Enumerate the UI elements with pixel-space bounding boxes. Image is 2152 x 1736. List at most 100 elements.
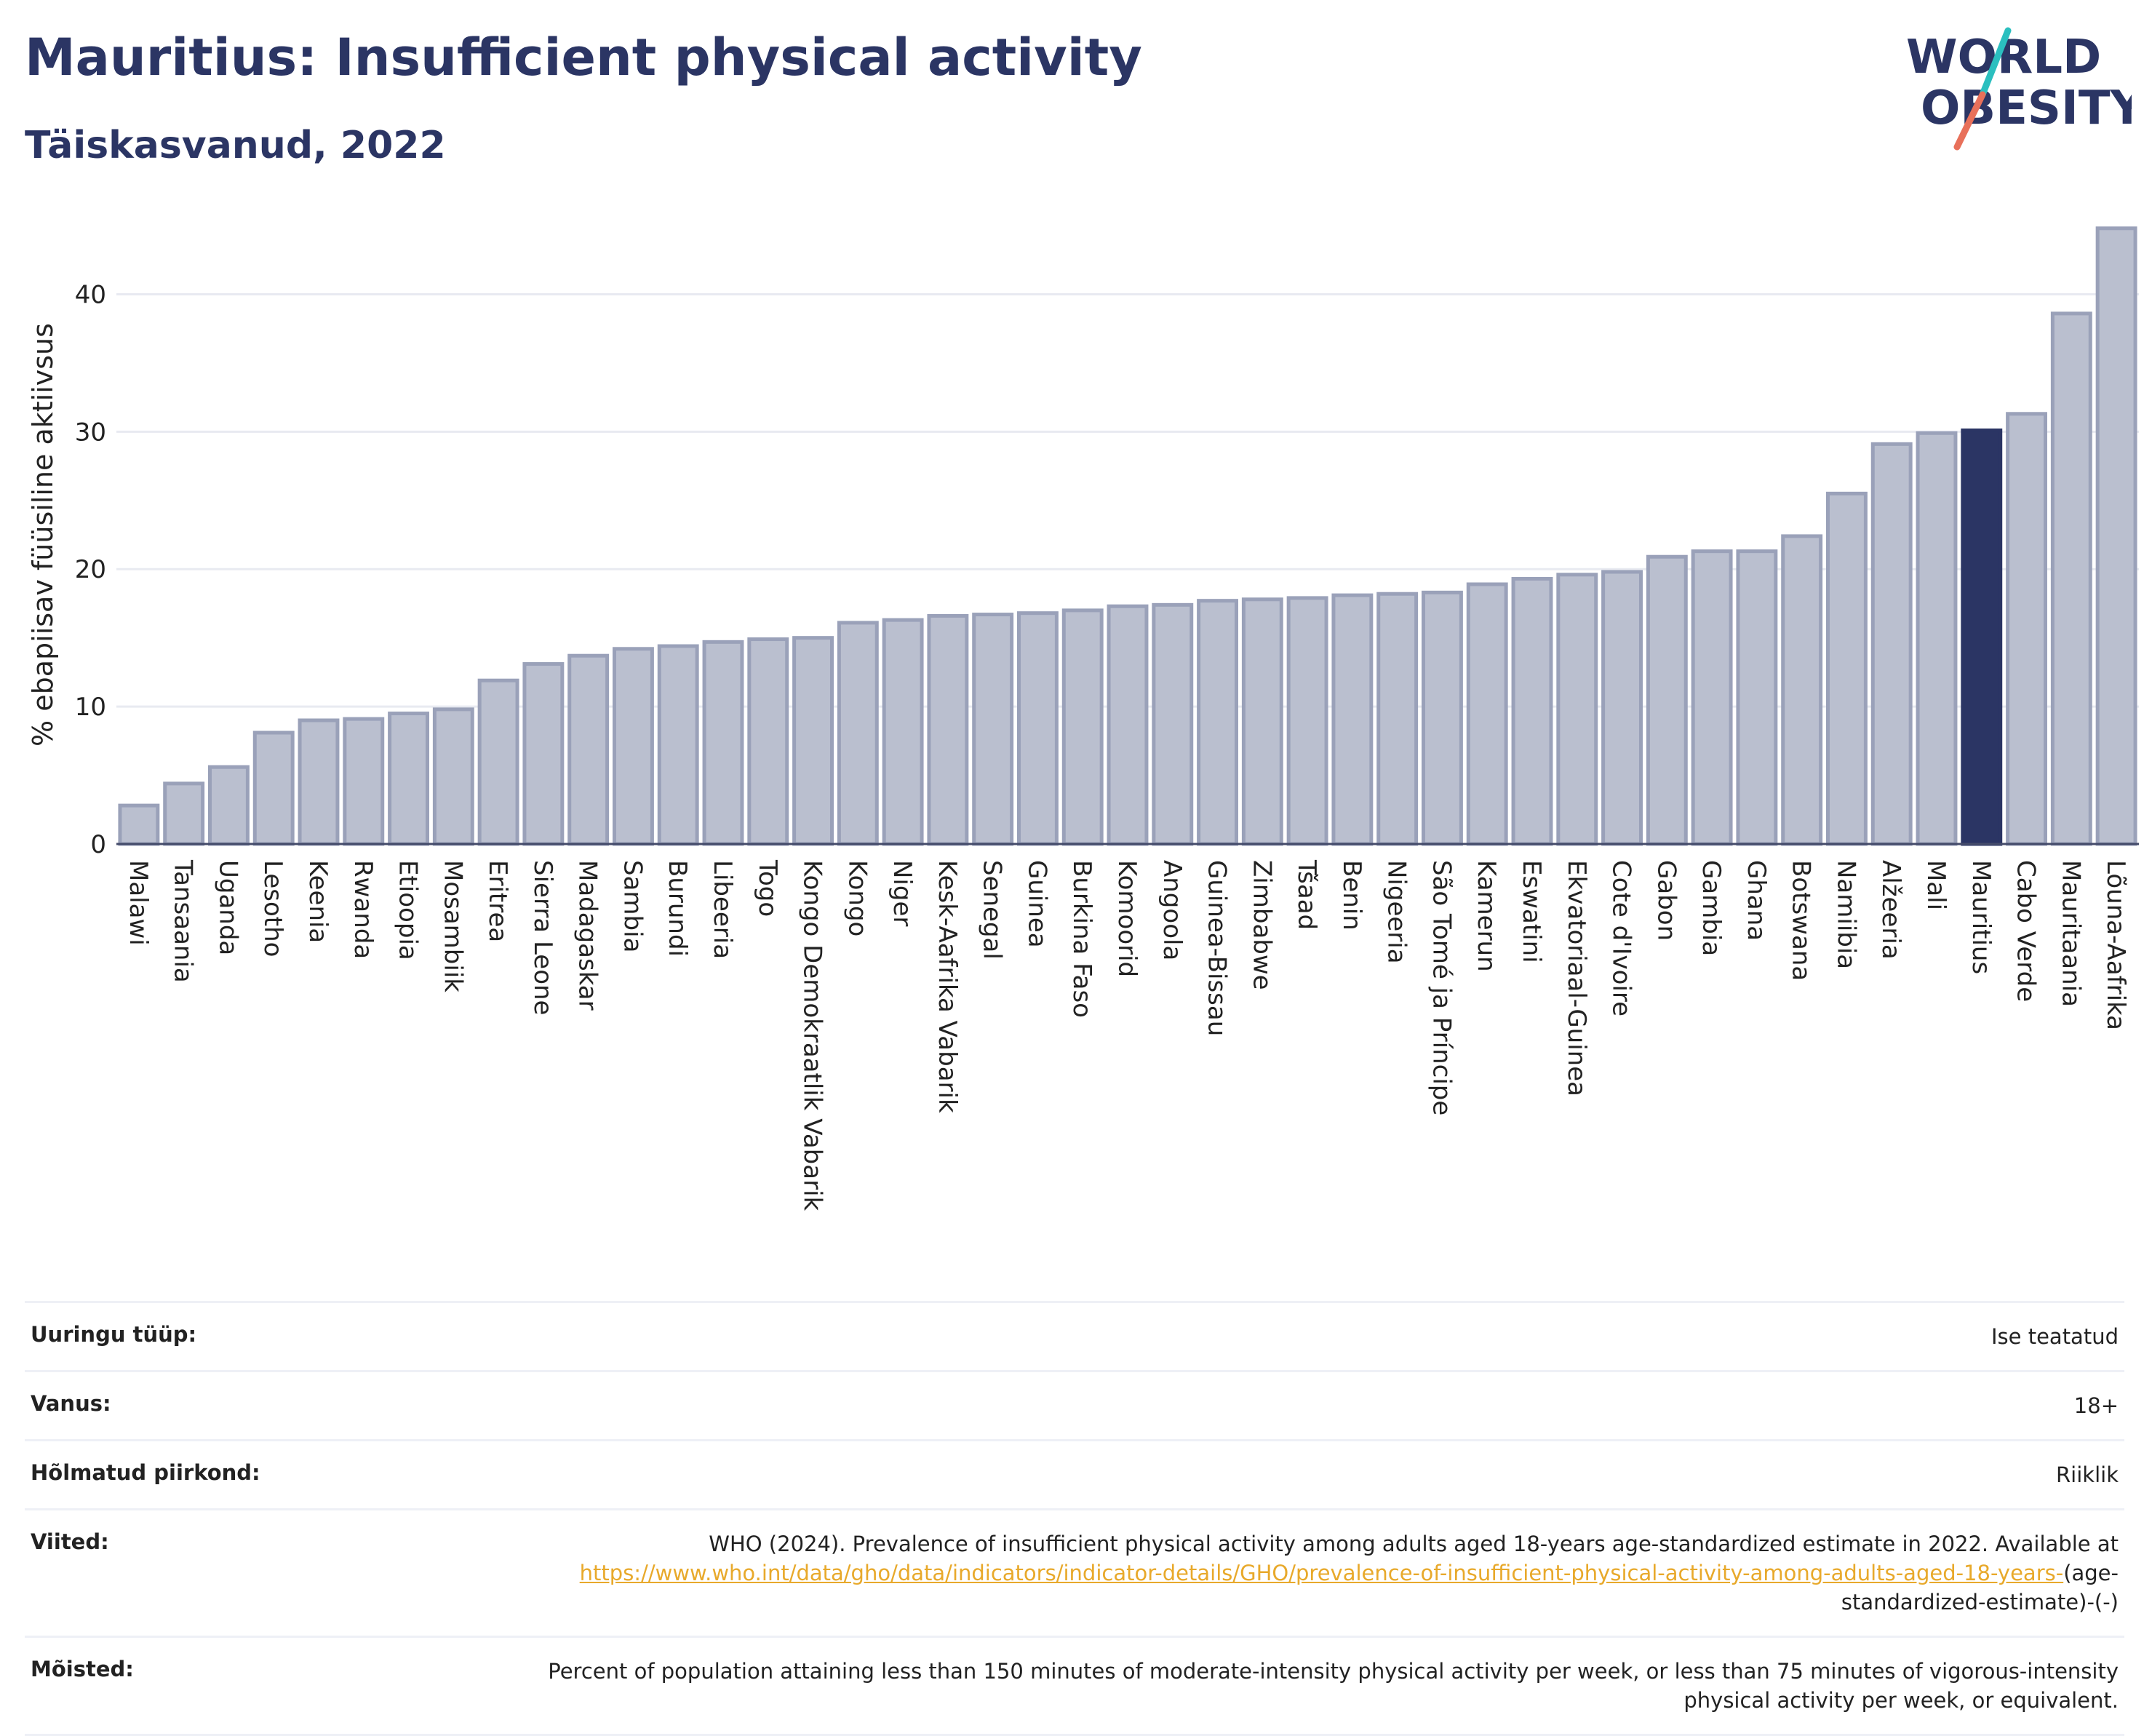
info-row-survey-type: Uuringu tüüp: Ise teatatud — [25, 1301, 2124, 1370]
bar-sierra-leone — [522, 662, 565, 846]
x-tick-label: Mosambiik — [438, 860, 467, 992]
bar-burundi — [657, 644, 699, 846]
info-table: Uuringu tüüp: Ise teatatud Vanus: 18+ Hõ… — [25, 1301, 2124, 1736]
info-value: Percent of population attaining less tha… — [548, 1659, 2119, 1713]
bar-kongo-demokraatlik-vabarik — [792, 636, 834, 846]
bar-burkina-faso — [1061, 608, 1104, 846]
bar-madagaskar — [567, 653, 610, 846]
x-tick-label: Nigeeria — [1382, 860, 1411, 964]
x-tick-label: Etioopia — [394, 860, 423, 960]
bar-kesk-aafrika-vabarik — [927, 613, 969, 846]
info-key: Vanus: — [31, 1391, 111, 1416]
x-tick-label: Cabo Verde — [2012, 860, 2041, 1002]
x-tick-label: Eswatini — [1517, 860, 1546, 963]
x-tick-label: Malawi — [124, 860, 153, 946]
x-tick-label: Keenia — [303, 860, 332, 943]
reference-link[interactable]: https://www.who.int/data/gho/data/indica… — [579, 1561, 2064, 1585]
bar-mali — [1916, 431, 1958, 846]
x-tick-label: Burkina Faso — [1067, 860, 1096, 1018]
bar-libeeria — [702, 640, 744, 846]
x-tick-label: Sierra Leone — [528, 860, 557, 1015]
x-tick-label: Kesk-Aafrika Vabarik — [933, 860, 962, 1113]
x-tick-label: Guinea — [1022, 860, 1051, 948]
info-value: Ise teatatud — [1990, 1324, 2119, 1349]
x-tick-label: Alžeeria — [1876, 860, 1905, 960]
page-subtitle: Täiskasvanud, 2022 — [25, 124, 446, 167]
x-tick-label: Sambia — [618, 860, 647, 952]
bar-guinea — [1016, 611, 1059, 846]
info-key: Mõisted: — [31, 1657, 134, 1681]
x-tick-label: Lesotho — [258, 860, 287, 957]
x-tick-label: Niger — [888, 860, 917, 926]
x-tick-label: Angoola — [1157, 860, 1187, 960]
x-tick-label: Kongo Demokraatlik Vabarik — [798, 860, 827, 1211]
x-tick-label: Eritrea — [483, 860, 512, 942]
logo-line2: OBESITY — [1921, 81, 2132, 135]
bar-niger — [882, 618, 924, 846]
logo-slash-red — [1953, 91, 1986, 151]
bar-keenia — [298, 718, 340, 846]
x-tick-label: Mauritaania — [2056, 860, 2085, 1007]
x-tick-label: Tšaad — [1292, 859, 1321, 930]
x-tick-label: Madagaskar — [573, 860, 602, 1011]
x-tick-label: Libeeria — [708, 860, 737, 959]
x-tick-label: Lõuna-Aafrika — [2101, 860, 2130, 1030]
bar-mosambiik — [432, 707, 474, 846]
x-tick-label: Benin — [1337, 860, 1366, 931]
x-tick-label: Rwanda — [348, 860, 378, 959]
bar-al-eeria — [1870, 442, 1913, 846]
bar-t-aad — [1286, 596, 1328, 846]
bar-s-o-tom-ja-pr-ncipe — [1421, 590, 1463, 846]
y-tick-label: 20 — [75, 555, 106, 584]
bar-malawi — [118, 803, 160, 846]
bar-guinea-bissau — [1197, 599, 1239, 846]
x-tick-label: Ghana — [1742, 860, 1771, 941]
logo-slash-teal — [1979, 27, 2012, 98]
world-obesity-logo: WORLD OBESITY — [1906, 27, 2132, 151]
bar-gabon — [1646, 554, 1688, 846]
info-row-age: Vanus: 18+ — [25, 1370, 2124, 1439]
x-tick-label: Tansaania — [169, 859, 198, 983]
info-value: WHO (2024). Prevalence of insufficient p… — [518, 1529, 2119, 1617]
bar-eritrea — [477, 678, 519, 846]
x-tick-label: Cote d'Ivoire — [1607, 860, 1636, 1016]
info-key: Hõlmatud piirkond: — [31, 1460, 260, 1485]
x-tick-label: Guinea-Bissau — [1203, 860, 1232, 1036]
info-row-coverage: Hõlmatud piirkond: Riiklik — [25, 1439, 2124, 1508]
bar-chart: 0 10 20 30 40 % ebapiisav füüsiline aktiivsus… — [27, 226, 2139, 1211]
reference-text: WHO (2024). Prevalence of insufficient p… — [709, 1532, 2119, 1556]
x-tick-label: São Tomé ja Príncipe — [1427, 860, 1456, 1115]
x-tick-label: Mali — [1921, 860, 1950, 910]
bar-lesotho — [252, 730, 295, 846]
x-tick-label: Burundi — [663, 860, 692, 957]
bar-eswatini — [1511, 576, 1553, 846]
bar-benin — [1331, 593, 1374, 846]
x-tick-label: Gambia — [1697, 860, 1726, 956]
x-tick-label: Botswana — [1787, 860, 1816, 981]
x-tick-label: Namiibia — [1831, 860, 1860, 969]
y-tick-label: 30 — [75, 418, 106, 447]
bar-nigeeria — [1376, 592, 1419, 846]
info-key: Viited: — [31, 1529, 109, 1554]
bar-etioopia — [388, 712, 430, 846]
bar-namiibia — [1825, 491, 1868, 846]
x-tick-label: Ekvatoriaal-Guinea — [1562, 860, 1591, 1096]
x-tick-label: Kongo — [842, 860, 872, 936]
bar-cabo-verde — [2006, 412, 2048, 846]
bar-mauritaania — [2050, 311, 2092, 846]
x-tick-label: Gabon — [1651, 860, 1681, 941]
bar-l-una-aafrika — [2095, 226, 2137, 846]
bar-rwanda — [343, 717, 385, 846]
info-value: Riiklik — [2056, 1462, 2119, 1487]
bar-kongo — [837, 621, 879, 846]
x-tick-label: Komoorid — [1112, 860, 1141, 977]
bar-togo — [747, 637, 789, 846]
bar-uganda — [207, 765, 250, 846]
x-tick-label: Togo — [753, 859, 782, 917]
bar-mauritius — [1961, 428, 2003, 846]
bar-angoola — [1152, 602, 1194, 846]
bar-botswana — [1781, 534, 1823, 846]
x-tick-label: Uganda — [213, 860, 242, 955]
y-tick-label: 10 — [75, 693, 106, 722]
info-key: Uuringu tüüp: — [31, 1322, 197, 1347]
